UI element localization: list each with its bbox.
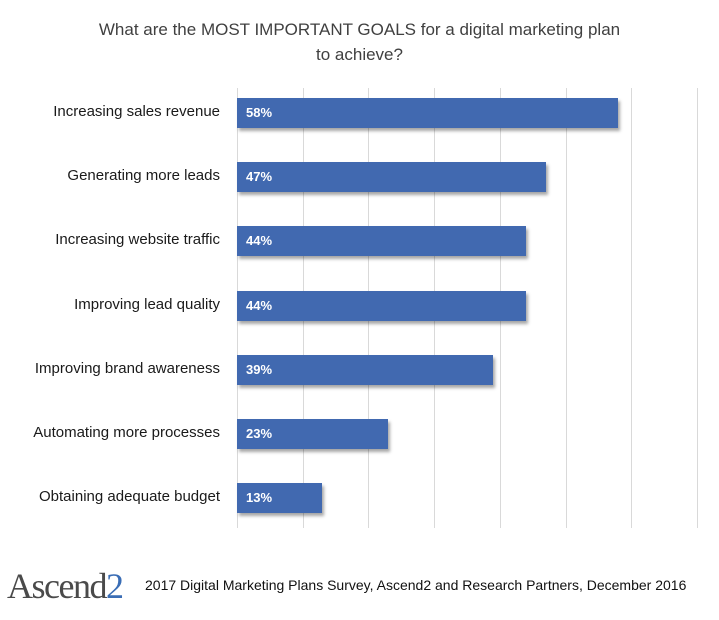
source-note: 2017 Digital Marketing Plans Survey, Asc… bbox=[145, 577, 687, 593]
bar: 44% bbox=[237, 291, 526, 321]
bar: 13% bbox=[237, 483, 322, 513]
bar: 44% bbox=[237, 226, 526, 256]
bar: 23% bbox=[237, 419, 388, 449]
bar-value-label: 58% bbox=[246, 105, 273, 120]
logo-digit: 2 bbox=[105, 566, 124, 606]
logo-text: Ascend bbox=[7, 566, 107, 606]
category-label: Increasing website traffic bbox=[55, 231, 220, 248]
bar: 39% bbox=[237, 355, 493, 385]
bar-value-label: 23% bbox=[246, 426, 273, 441]
footer: Ascend2 2017 Digital Marketing Plans Sur… bbox=[0, 566, 719, 606]
plot-area: 58% 47% 44% 44% 39% 23% 13% bbox=[237, 88, 707, 528]
gridline bbox=[631, 88, 632, 528]
ascend2-logo: Ascend2 bbox=[7, 566, 124, 606]
chart-title: What are the MOST IMPORTANT GOALS for a … bbox=[0, 17, 719, 67]
category-label: Generating more leads bbox=[67, 167, 220, 184]
bar-value-label: 44% bbox=[246, 233, 273, 248]
bar: 58% bbox=[237, 98, 618, 128]
bar-value-label: 39% bbox=[246, 362, 273, 377]
bar-value-label: 44% bbox=[246, 298, 273, 313]
bar-value-label: 13% bbox=[246, 490, 273, 505]
category-label: Automating more processes bbox=[33, 424, 220, 441]
bar-value-label: 47% bbox=[246, 169, 273, 184]
category-label: Obtaining adequate budget bbox=[39, 488, 220, 505]
category-label: Improving lead quality bbox=[74, 296, 220, 313]
chart-title-line-2: to achieve? bbox=[316, 45, 403, 64]
category-label: Increasing sales revenue bbox=[53, 103, 220, 120]
gridline bbox=[566, 88, 567, 528]
category-label: Improving brand awareness bbox=[34, 360, 220, 377]
bar: 47% bbox=[237, 162, 546, 192]
chart-title-line-1: What are the MOST IMPORTANT GOALS for a … bbox=[98, 20, 621, 39]
gridline bbox=[697, 88, 698, 528]
